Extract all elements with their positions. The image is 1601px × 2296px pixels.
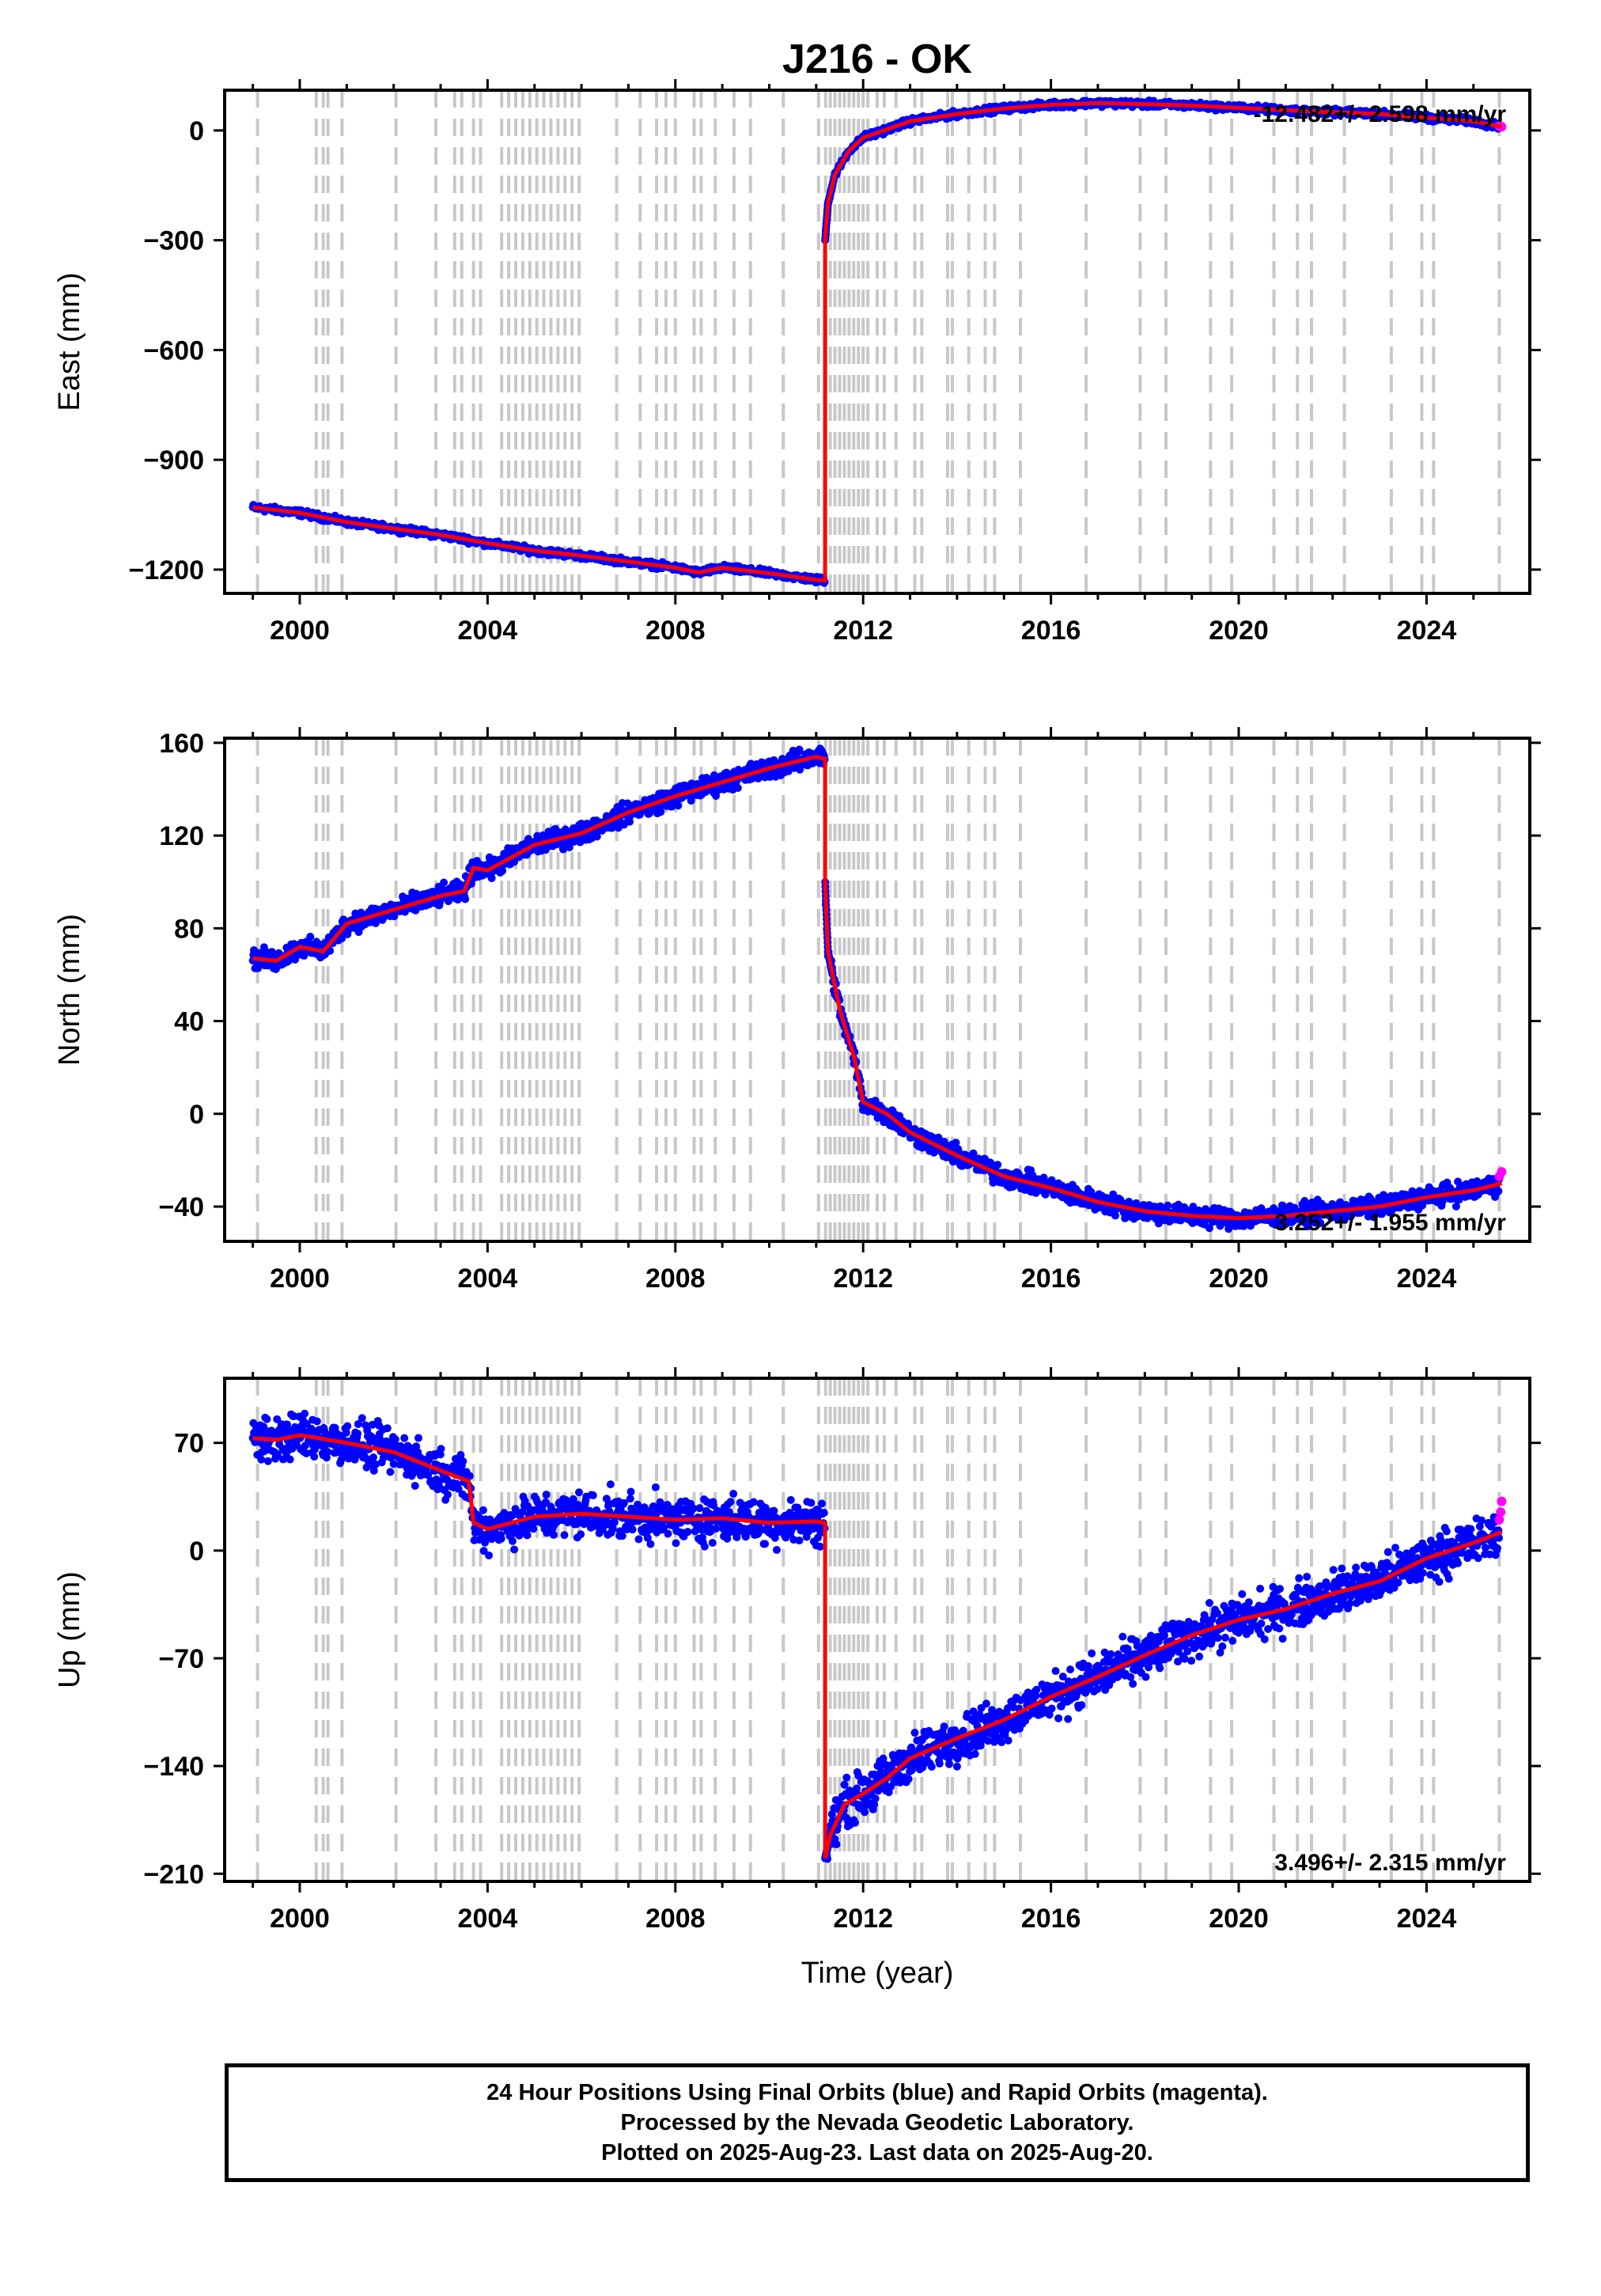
final-orbit-point: [301, 1409, 309, 1418]
final-orbit-point: [657, 808, 665, 816]
final-orbit-point: [986, 1159, 995, 1168]
event-lines: [255, 738, 1501, 1241]
y-tick-label: −1200: [129, 555, 205, 585]
final-orbit-point: [263, 1415, 271, 1423]
event-lines: [255, 90, 1501, 593]
panel-up: 2000 2004 2008 2012 2016 2020 2024700−70−140−2…: [53, 1367, 1541, 1990]
final-orbit-point: [1494, 1187, 1503, 1195]
final-orbit-point: [687, 796, 695, 805]
final-orbit-point: [498, 866, 507, 875]
x-tick-label: 2000: [270, 616, 330, 646]
y-tick-label: −900: [143, 445, 204, 475]
panel-east: 2000 2004 2008 2012 2016 2020 2024 0 −300 −600 −90…: [53, 79, 1541, 646]
final-orbit-point: [1039, 1173, 1048, 1182]
x-tick-label: 2004: [458, 616, 518, 646]
x-tick-label: 2004: [458, 1264, 518, 1294]
x-tick-label: 2012: [833, 616, 893, 646]
y-axis-label: North (mm): [53, 914, 86, 1066]
rapid-orbit-points: [1494, 1167, 1507, 1181]
x-tick-label: 2016: [1021, 616, 1081, 646]
x-tick-label: 2016: [1021, 1264, 1081, 1294]
final-orbit-point: [440, 878, 449, 887]
final-orbit-point: [733, 783, 742, 792]
rate-annotation: -12.482+/- 2.598 mm/yr: [1254, 101, 1507, 127]
x-tick-label: 2024: [1397, 616, 1457, 646]
panel-north: 2000 2004 2008 2012 2016 2020 2024 160 120 80 40 0 −…: [53, 727, 1541, 1294]
model-fit-line: [252, 100, 1502, 583]
y-tick-label: −40: [158, 1192, 204, 1222]
y-tick-label: 0: [189, 116, 204, 146]
y-tick-label: −600: [143, 335, 204, 366]
final-orbit-points: [248, 96, 1504, 587]
y-tick-label: 0: [189, 1100, 204, 1130]
final-orbit-point: [1109, 1190, 1118, 1199]
final-orbit-point: [306, 932, 315, 941]
x-tick-label: 2012: [833, 1264, 893, 1294]
plot-frame: [223, 89, 1531, 595]
final-orbit-point: [257, 1455, 266, 1464]
final-orbit-points: [248, 744, 1504, 1233]
y-axis-label: East (mm): [53, 272, 86, 411]
final-orbit-point: [674, 801, 683, 810]
y-tick-label: 120: [159, 821, 204, 851]
x-tick-label: 2020: [1209, 616, 1269, 646]
final-orbit-point: [286, 1455, 294, 1464]
rapid-orbit-point: [1497, 1167, 1507, 1177]
final-orbit-point: [994, 1161, 1002, 1169]
final-orbit-point: [1274, 1207, 1282, 1215]
final-orbit-point: [1111, 1211, 1120, 1220]
x-tick-label: 2020: [1209, 1264, 1269, 1294]
x-tick-label: 2008: [645, 616, 706, 646]
x-tick-label: 2024: [1397, 1264, 1457, 1294]
y-tick-label: 160: [159, 729, 204, 759]
figure-title: J216 - OK: [782, 36, 972, 82]
final-orbit-point: [795, 745, 804, 754]
final-orbit-point: [952, 1139, 960, 1147]
x-tick-label: 2000: [270, 1264, 330, 1294]
final-orbit-point: [626, 817, 634, 826]
final-orbit-point: [1189, 1203, 1198, 1211]
final-orbit-point: [263, 1457, 272, 1465]
x-tick-label: 2008: [645, 1264, 706, 1294]
final-orbit-point: [487, 873, 496, 882]
final-orbit-point: [1205, 1224, 1213, 1233]
final-orbit-point: [592, 832, 601, 841]
final-orbit-point: [461, 895, 470, 904]
final-orbit-point: [565, 843, 573, 852]
final-orbit-point: [796, 765, 804, 774]
rate-annotation: 3.252+/- 1.955 mm/yr: [1274, 1210, 1506, 1236]
final-orbit-point: [969, 1149, 978, 1157]
y-tick-label: 40: [174, 1007, 204, 1037]
y-tick-label: −300: [143, 226, 204, 256]
y-tick-label: 80: [174, 914, 204, 944]
final-orbit-point: [1164, 1201, 1172, 1210]
